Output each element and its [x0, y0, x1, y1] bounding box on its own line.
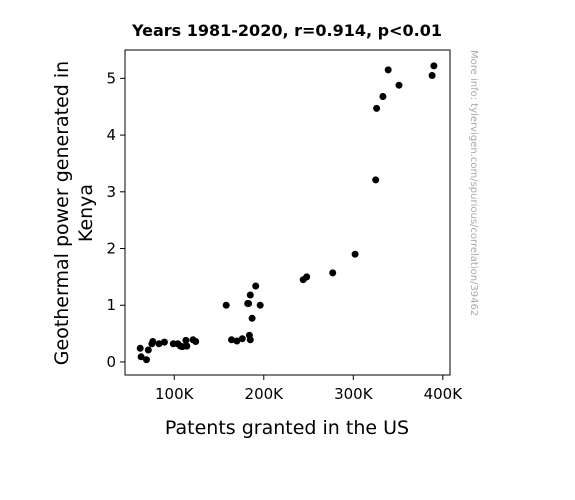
scatter-points [136, 62, 438, 364]
data-point-32 [372, 176, 380, 184]
data-point-37 [428, 72, 436, 79]
data-point-21 [245, 300, 253, 307]
plot-area-frame [124, 49, 451, 376]
data-point-35 [384, 66, 392, 74]
data-point-31 [351, 250, 359, 258]
y-tick-label-3: 3 [106, 183, 116, 201]
data-point-0 [136, 344, 144, 352]
data-point-18 [233, 337, 241, 345]
data-point-5 [149, 338, 157, 345]
y-axis-label-line-1: Geothermal power generated in [51, 61, 73, 365]
x-tick-label-3: 400K [424, 385, 464, 403]
data-point-6 [155, 340, 163, 348]
y-tick-label-1: 1 [106, 296, 116, 314]
y-tick-label-2: 2 [106, 240, 116, 258]
y-axis-label: Geothermal power generated in Kenya [51, 61, 97, 365]
data-point-27 [256, 301, 264, 309]
data-point-12 [182, 336, 190, 344]
chart-title: Years 1981-2020, r=0.914, p<0.01 [131, 21, 442, 40]
data-point-16 [222, 301, 230, 309]
source-watermark: More info: tylervigen.com/spurious/corre… [468, 50, 479, 316]
y-axis-ticks: 0 1 2 3 4 5 [106, 69, 125, 371]
y-tick-label-0: 0 [106, 353, 116, 371]
data-point-7 [160, 338, 168, 346]
data-point-26 [252, 282, 260, 290]
data-point-13 [183, 342, 191, 350]
data-point-30 [329, 269, 337, 277]
data-point-25 [248, 314, 256, 322]
y-tick-label-4: 4 [106, 126, 116, 144]
x-axis-ticks: 100K 200K 300K 400K [155, 375, 463, 403]
data-point-36 [395, 81, 403, 89]
data-point-3 [144, 346, 152, 354]
data-point-17 [228, 336, 235, 344]
x-tick-label-0: 100K [155, 385, 195, 403]
x-axis-label: Patents granted in the US [165, 417, 409, 439]
data-point-24 [246, 291, 254, 299]
x-tick-label-1: 200K [245, 385, 285, 403]
data-point-15 [192, 338, 200, 345]
data-point-33 [373, 104, 381, 112]
data-point-19 [238, 335, 246, 343]
y-axis-label-line-2: Kenya [75, 184, 97, 242]
data-point-38 [430, 62, 438, 70]
data-point-29 [303, 273, 311, 281]
data-point-1 [137, 353, 145, 361]
y-tick-label-5: 5 [106, 69, 116, 87]
data-point-23 [246, 336, 254, 344]
data-point-2 [143, 356, 150, 364]
data-point-34 [379, 93, 387, 100]
x-tick-label-2: 300K [334, 385, 374, 403]
